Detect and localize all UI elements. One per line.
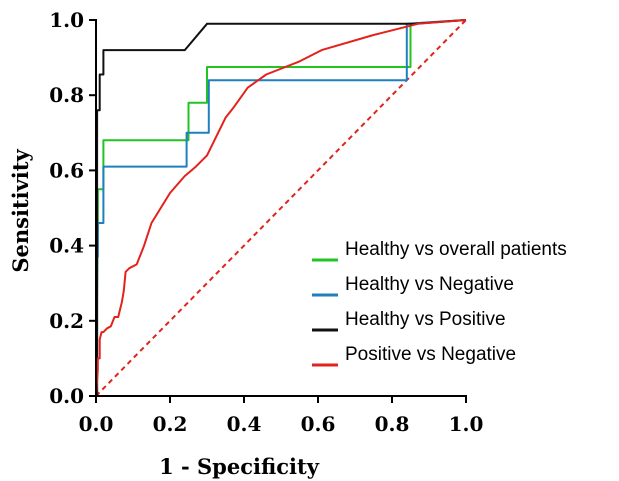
- y-tick-label: 0.0: [49, 384, 84, 408]
- series-layer: [95, 19, 467, 397]
- y-tick-label: 0.4: [49, 234, 84, 258]
- legend-label-4: Positive vs Negative: [345, 344, 516, 365]
- legend: Healthy vs overall patients Healthy vs Ne…: [312, 239, 567, 367]
- x-axis-title: 1 - Specificity: [159, 454, 320, 479]
- axes: [89, 19, 467, 403]
- reference-layer: [95, 19, 467, 397]
- legend-label-1: Healthy vs overall patients: [345, 239, 567, 260]
- series-line-4: [95, 19, 467, 397]
- reference-diagonal-line: [95, 19, 467, 397]
- legend-label-3: Healthy vs Positive: [345, 309, 506, 330]
- legend-label-2: Healthy vs Negative: [345, 274, 514, 295]
- y-tick-label: 0.2: [49, 309, 84, 333]
- x-tick-label: 0.2: [153, 412, 188, 436]
- x-tick-label: 1.0: [449, 412, 484, 436]
- x-tick-label: 0.8: [375, 412, 410, 436]
- x-tick-label: 0.4: [227, 412, 262, 436]
- y-tick-label: 1.0: [49, 8, 84, 32]
- series-line-3: [96, 19, 467, 397]
- x-tick-label: 0.0: [79, 412, 114, 436]
- x-tick-label: 0.6: [301, 412, 336, 436]
- y-tick-label: 0.8: [49, 83, 84, 107]
- y-tick-label: 0.6: [49, 158, 84, 182]
- y-axis-title: Sensitivity: [8, 149, 33, 273]
- tick-labels: 0.0 0.2 0.4 0.6 0.8 1.0 0.0 0.2 0.4 0.6 0.8 1.0: [49, 8, 483, 436]
